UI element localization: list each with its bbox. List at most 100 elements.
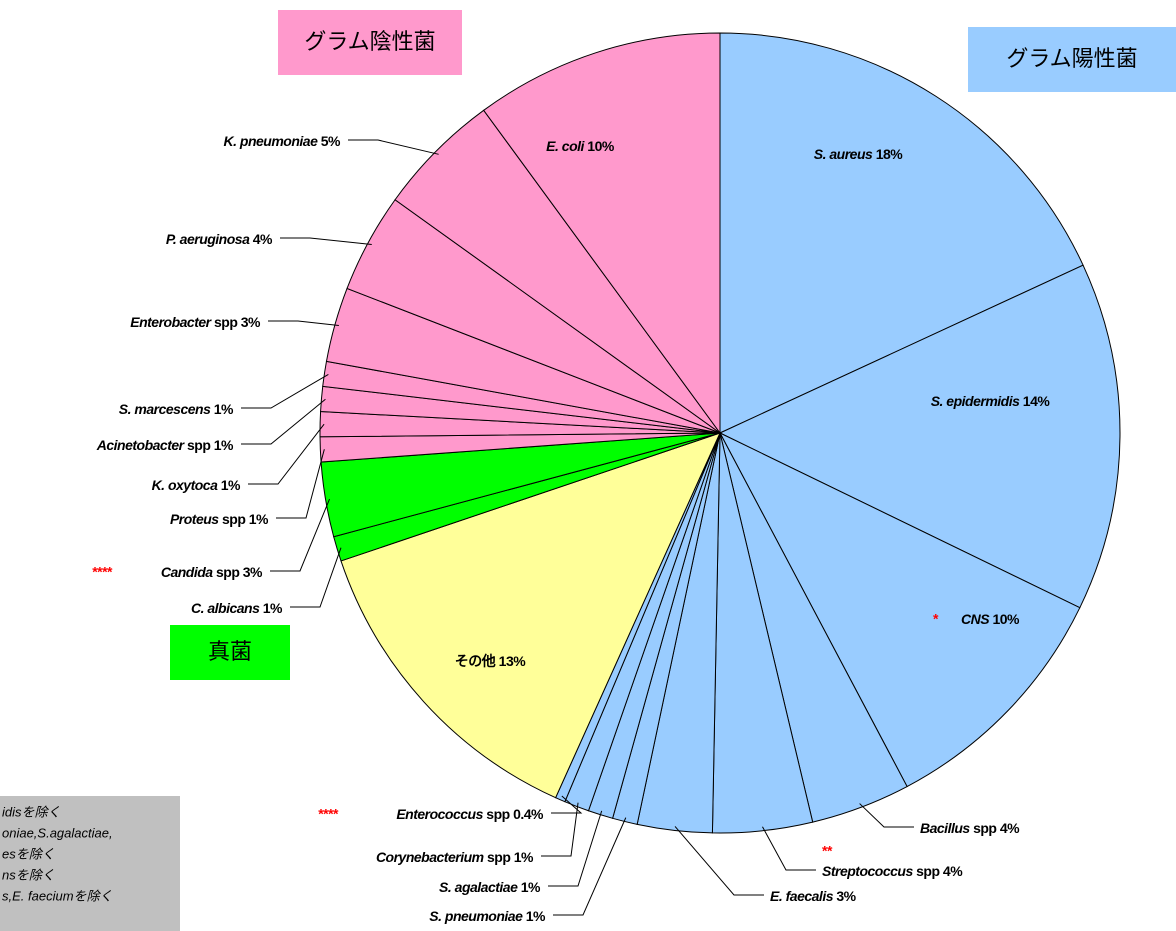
slice-label: K. oxytoca 1%	[152, 477, 241, 493]
category-label: CNS	[961, 611, 990, 627]
leader-line	[348, 139, 439, 155]
value-label: 4%	[1000, 820, 1020, 836]
category-label: P. aeruginosa	[166, 231, 250, 247]
leader-line	[674, 826, 764, 896]
leader-line	[280, 237, 372, 245]
value-label: 18%	[876, 146, 904, 162]
leader-line	[241, 373, 329, 409]
slice-label: Bacillus spp 4%	[920, 820, 1020, 836]
pie-slice	[718, 431, 1081, 788]
slice-label: S. epidermidis 14%	[931, 393, 1051, 409]
slice-label: S. agalactiae 1%	[439, 879, 541, 895]
value-label: 4%	[943, 863, 963, 879]
footnote: idisを除く	[2, 804, 61, 819]
slice-label: CNS 10%	[961, 611, 1020, 627]
value-label: 1%	[263, 600, 283, 616]
value-label: 1%	[214, 437, 234, 453]
leader-line	[268, 320, 339, 326]
footnote: esを除く	[2, 846, 55, 861]
category-label: S. agalactiae	[439, 879, 518, 895]
value-label: 0.4%	[513, 806, 544, 822]
value-label: 10%	[587, 138, 615, 154]
pie-slice	[482, 32, 721, 435]
leader-line	[270, 498, 331, 572]
value-label: 3%	[243, 564, 263, 580]
slice-label: Acinetobacter spp 1%	[96, 437, 234, 453]
pie-slice	[718, 264, 1121, 609]
value-label: 3%	[241, 314, 261, 330]
slice-label: E. faecalis 3%	[770, 888, 857, 904]
group-box	[170, 625, 290, 680]
group-box	[968, 27, 1176, 92]
category-label: Proteus spp	[170, 511, 245, 527]
slice-label: S. marcescens 1%	[119, 401, 234, 417]
value-label: 1%	[249, 511, 269, 527]
group-label: 真菌	[208, 639, 252, 664]
value-label: 1%	[521, 879, 541, 895]
value-label: 1%	[221, 477, 241, 493]
category-label: K. oxytoca	[152, 477, 219, 493]
value-label: 3%	[836, 888, 856, 904]
slice-label: Proteus spp 1%	[170, 511, 269, 527]
category-label: S. marcescens	[119, 401, 211, 417]
slice-label: E. coli 10%	[546, 138, 615, 154]
value-label: 4%	[253, 231, 273, 247]
group-label: グラム陰性菌	[304, 29, 435, 54]
slice-label: C. albicans 1%	[191, 600, 283, 616]
category-label: S. aureus	[814, 146, 873, 162]
value-label: 14%	[1023, 393, 1051, 409]
leader-line	[762, 826, 816, 871]
slice-label: Enterococcus spp 0.4%	[396, 806, 544, 822]
footnote: nsを除く	[2, 867, 55, 882]
footnote: s,E. faeciumを除く	[2, 888, 113, 903]
category-label: S. pneumoniae	[429, 908, 523, 924]
slice-label: Corynebacterium spp 1%	[376, 849, 534, 865]
leader-line	[859, 803, 914, 828]
leader-line	[290, 547, 342, 608]
footnote-mark: **	[822, 843, 833, 859]
pie-slice	[719, 32, 1084, 434]
leader-line	[548, 810, 603, 887]
value-label: 1%	[214, 401, 234, 417]
value-label: 10%	[992, 611, 1020, 627]
footnote: oniae,S.agalactiae,	[2, 825, 113, 840]
category-label: K. pneumoniae	[224, 133, 319, 149]
category-label: Acinetobacter spp	[96, 437, 211, 453]
leader-line	[276, 449, 325, 519]
group-label: グラム陽性菌	[1006, 46, 1137, 71]
slice-label: Candida spp 3%	[161, 564, 263, 580]
category-label: Enterococcus spp	[396, 806, 509, 822]
category-label: E. coli	[546, 138, 585, 154]
leader-line	[241, 398, 326, 445]
category-label: S. epidermidis	[931, 393, 1020, 409]
slice-label: P. aeruginosa 4%	[166, 231, 273, 247]
slice-label: S. aureus 18%	[814, 146, 903, 162]
slice-label: Enterobacter spp 3%	[130, 314, 261, 330]
category-label: Candida spp	[161, 564, 240, 580]
category-label: C. albicans	[191, 600, 260, 616]
category-label: Streptococcus spp	[822, 863, 940, 879]
value-label: 1%	[514, 849, 534, 865]
value-label: 13%	[499, 653, 527, 669]
slice-label: S. pneumoniae 1%	[429, 908, 546, 924]
category-label: その他	[455, 653, 496, 669]
leader-line	[541, 802, 579, 857]
group-box	[278, 10, 462, 75]
footnote-mark: *	[933, 611, 939, 627]
footnote-box	[0, 796, 180, 931]
leader-line	[248, 423, 325, 485]
category-label: Bacillus spp	[920, 820, 996, 836]
pie-slice	[340, 432, 721, 799]
category-label: Enterobacter spp	[130, 314, 237, 330]
value-label: 1%	[526, 908, 546, 924]
footnote-mark: ****	[318, 806, 339, 822]
footnote-mark: ****	[92, 564, 113, 580]
category-label: E. faecalis	[770, 888, 834, 904]
slice-label: K. pneumoniae 5%	[224, 133, 342, 149]
value-label: 5%	[321, 133, 341, 149]
category-label: Corynebacterium spp	[376, 849, 510, 865]
slice-label: その他 13%	[455, 653, 526, 669]
leader-line	[553, 817, 627, 916]
slice-label: Streptococcus spp 4%	[822, 863, 963, 879]
